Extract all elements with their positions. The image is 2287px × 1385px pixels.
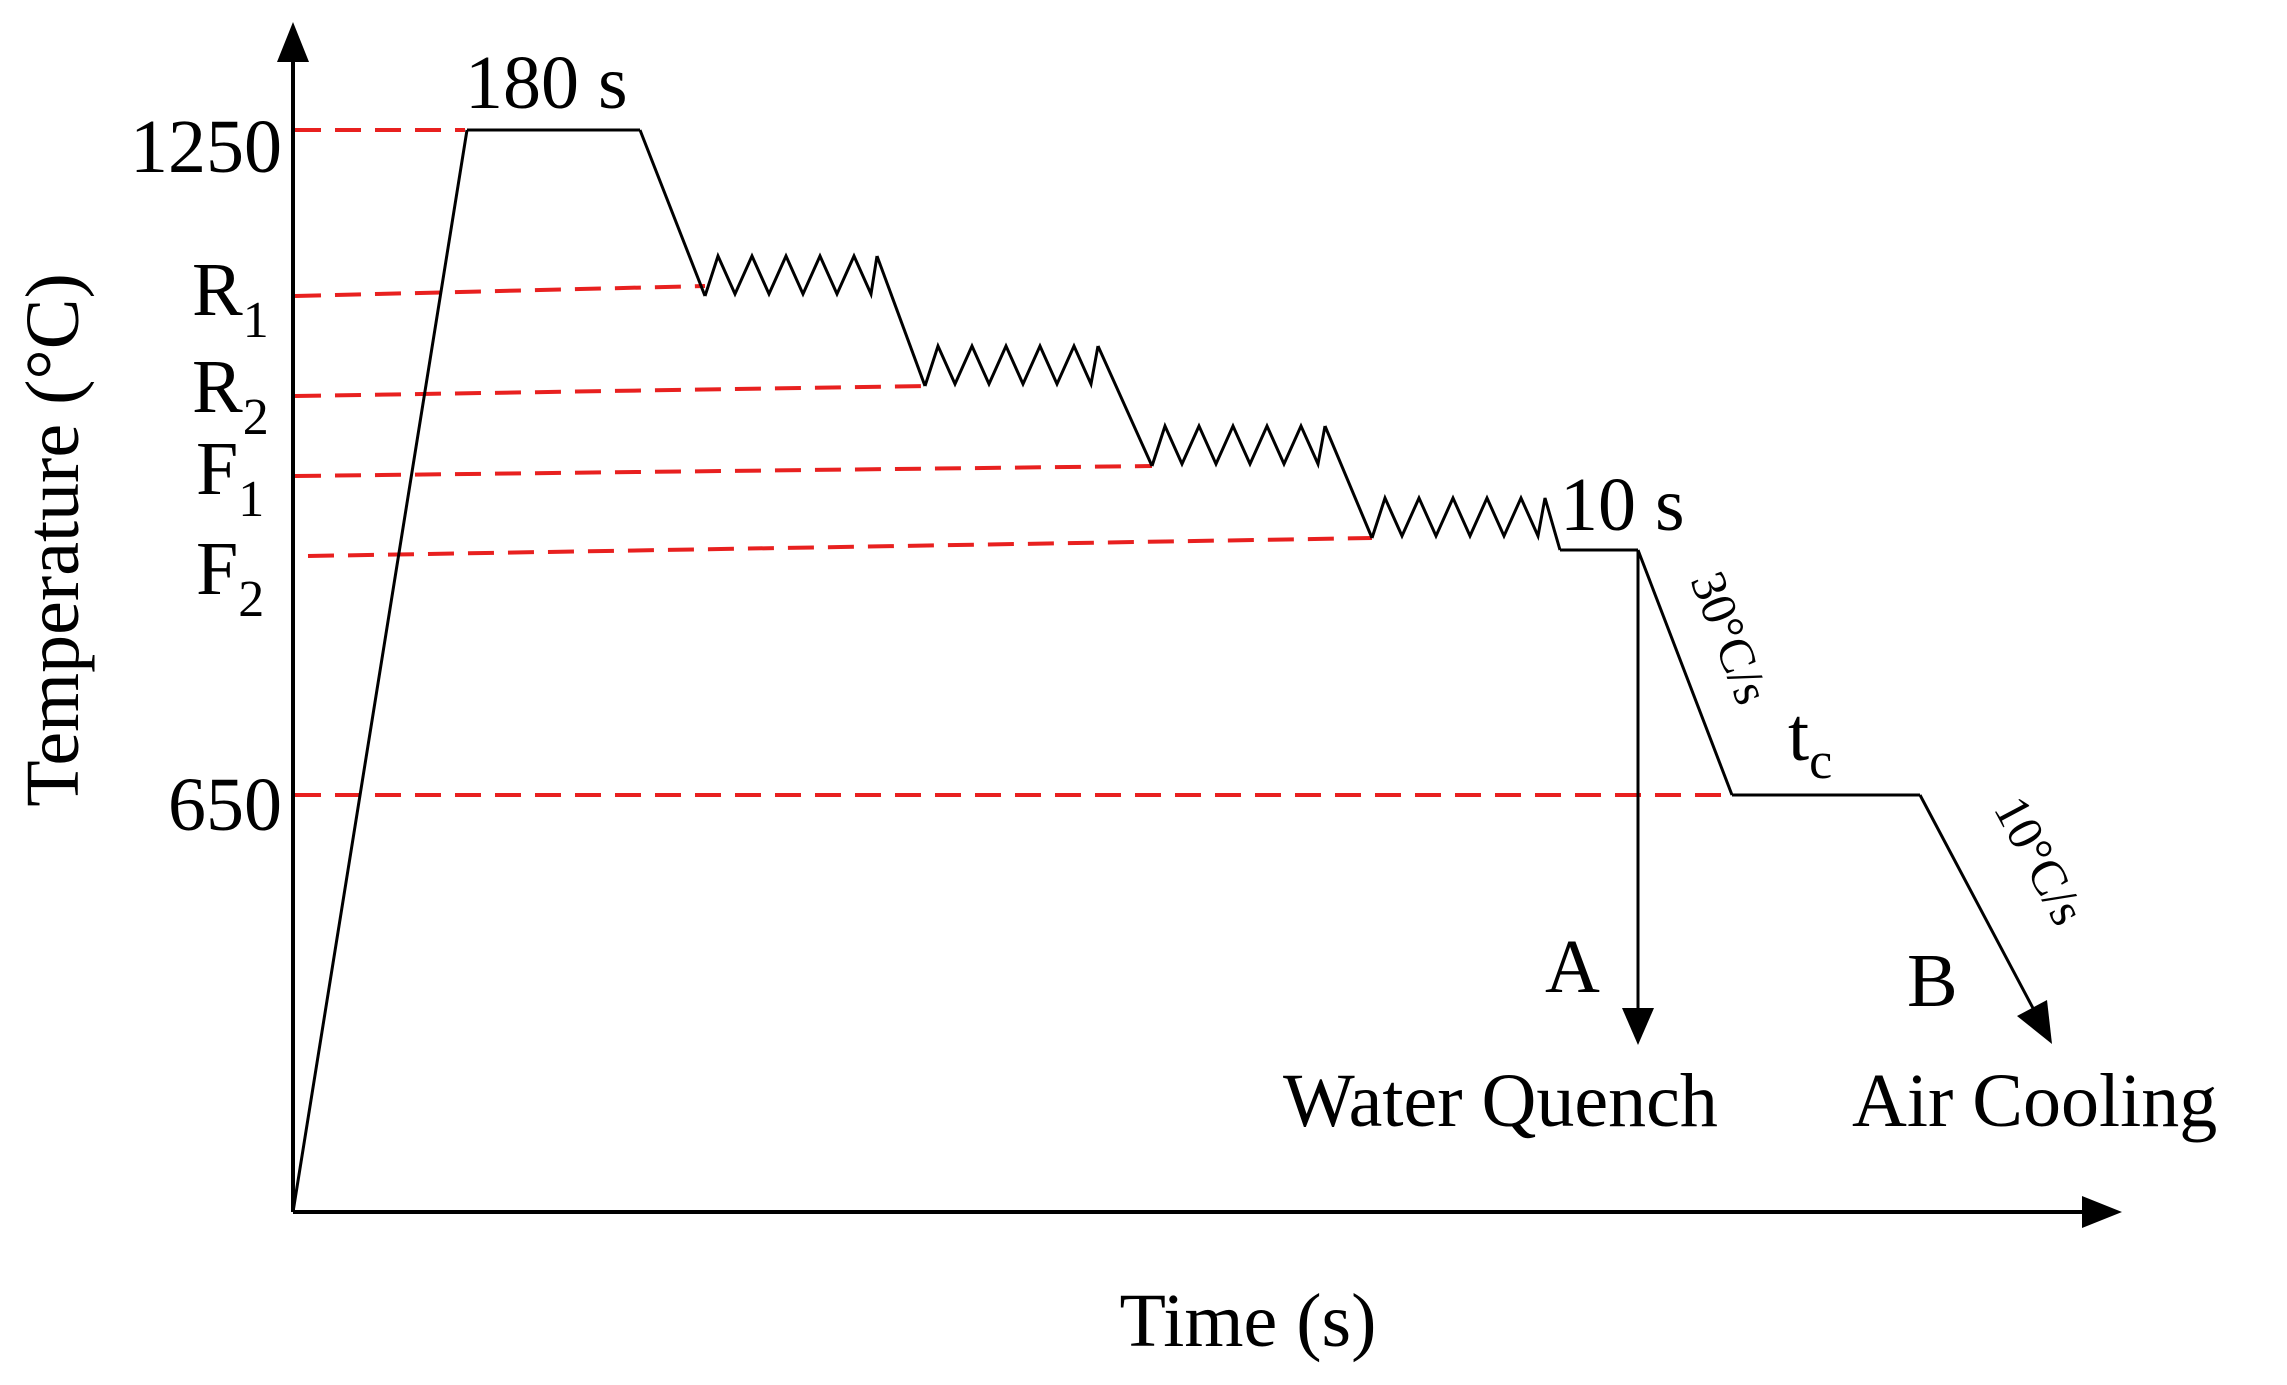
quench-arrowhead — [1622, 1008, 1654, 1045]
x-axis-arrowhead — [2082, 1196, 2122, 1228]
x-axis-title: Time (s) — [1120, 1279, 1377, 1363]
rate-label-fast: 30°C/s — [1680, 564, 1781, 712]
fast-cooling — [1636, 549, 1734, 796]
slow-cooling — [1918, 794, 2037, 1013]
level-label-r2-base: R — [192, 345, 243, 429]
y-axis-arrowhead — [277, 22, 309, 62]
cooling-to-r1 — [638, 129, 707, 297]
y-axis-title: Temperature (°C) — [11, 273, 95, 807]
pass-f1 — [1150, 421, 1327, 470]
guide-line-f1 — [294, 464, 1153, 478]
pass-f2 — [1370, 493, 1562, 551]
hold-label-coiling: tc — [1788, 693, 1832, 790]
heating-ramp — [291, 129, 469, 1213]
guide-line-r1 — [294, 284, 706, 298]
route-b-label: Air Cooling — [1852, 1059, 2217, 1143]
hold-label-coiling-base: t — [1788, 693, 1809, 777]
cooling-to-r2 — [875, 255, 927, 387]
y-tick-650: 650 — [168, 763, 282, 847]
hold-label-short: 10 s — [1560, 463, 1685, 547]
guide-line-r2 — [294, 384, 926, 398]
level-label-f2: F2 — [196, 527, 264, 628]
level-label-f2-sub: 2 — [238, 571, 264, 628]
route-a-label: Water Quench — [1283, 1059, 1718, 1143]
y-tick-1250: 1250 — [130, 105, 282, 189]
axes — [277, 22, 2122, 1228]
route-a-letter: A — [1545, 925, 1600, 1009]
air-cooling-arrowhead — [2017, 1000, 2052, 1044]
level-label-r2-sub: 2 — [243, 389, 269, 446]
level-label-f1-base: F — [196, 427, 238, 511]
level-label-r2: R2 — [192, 345, 269, 446]
guide-lines — [294, 128, 1730, 797]
guide-line-f2 — [307, 536, 1373, 558]
rate-label-slow: 10°C/s — [1983, 787, 2097, 934]
cooling-to-f1 — [1096, 345, 1154, 467]
process-curve — [291, 128, 2037, 1213]
route-b-letter: B — [1907, 939, 1958, 1023]
level-label-r1: R1 — [192, 248, 269, 349]
pass-r1 — [703, 251, 879, 300]
hold-label-coiling-sub: c — [1809, 733, 1832, 790]
level-label-f1-sub: 1 — [238, 471, 264, 528]
cooling-to-f2 — [1323, 425, 1374, 539]
level-label-f1: F1 — [196, 427, 264, 528]
level-label-r1-base: R — [192, 248, 243, 332]
level-label-r1-sub: 1 — [243, 292, 269, 349]
level-label-f2-base: F — [196, 527, 238, 611]
hold-label-soak: 180 s — [465, 41, 628, 125]
pass-r2 — [923, 341, 1100, 390]
